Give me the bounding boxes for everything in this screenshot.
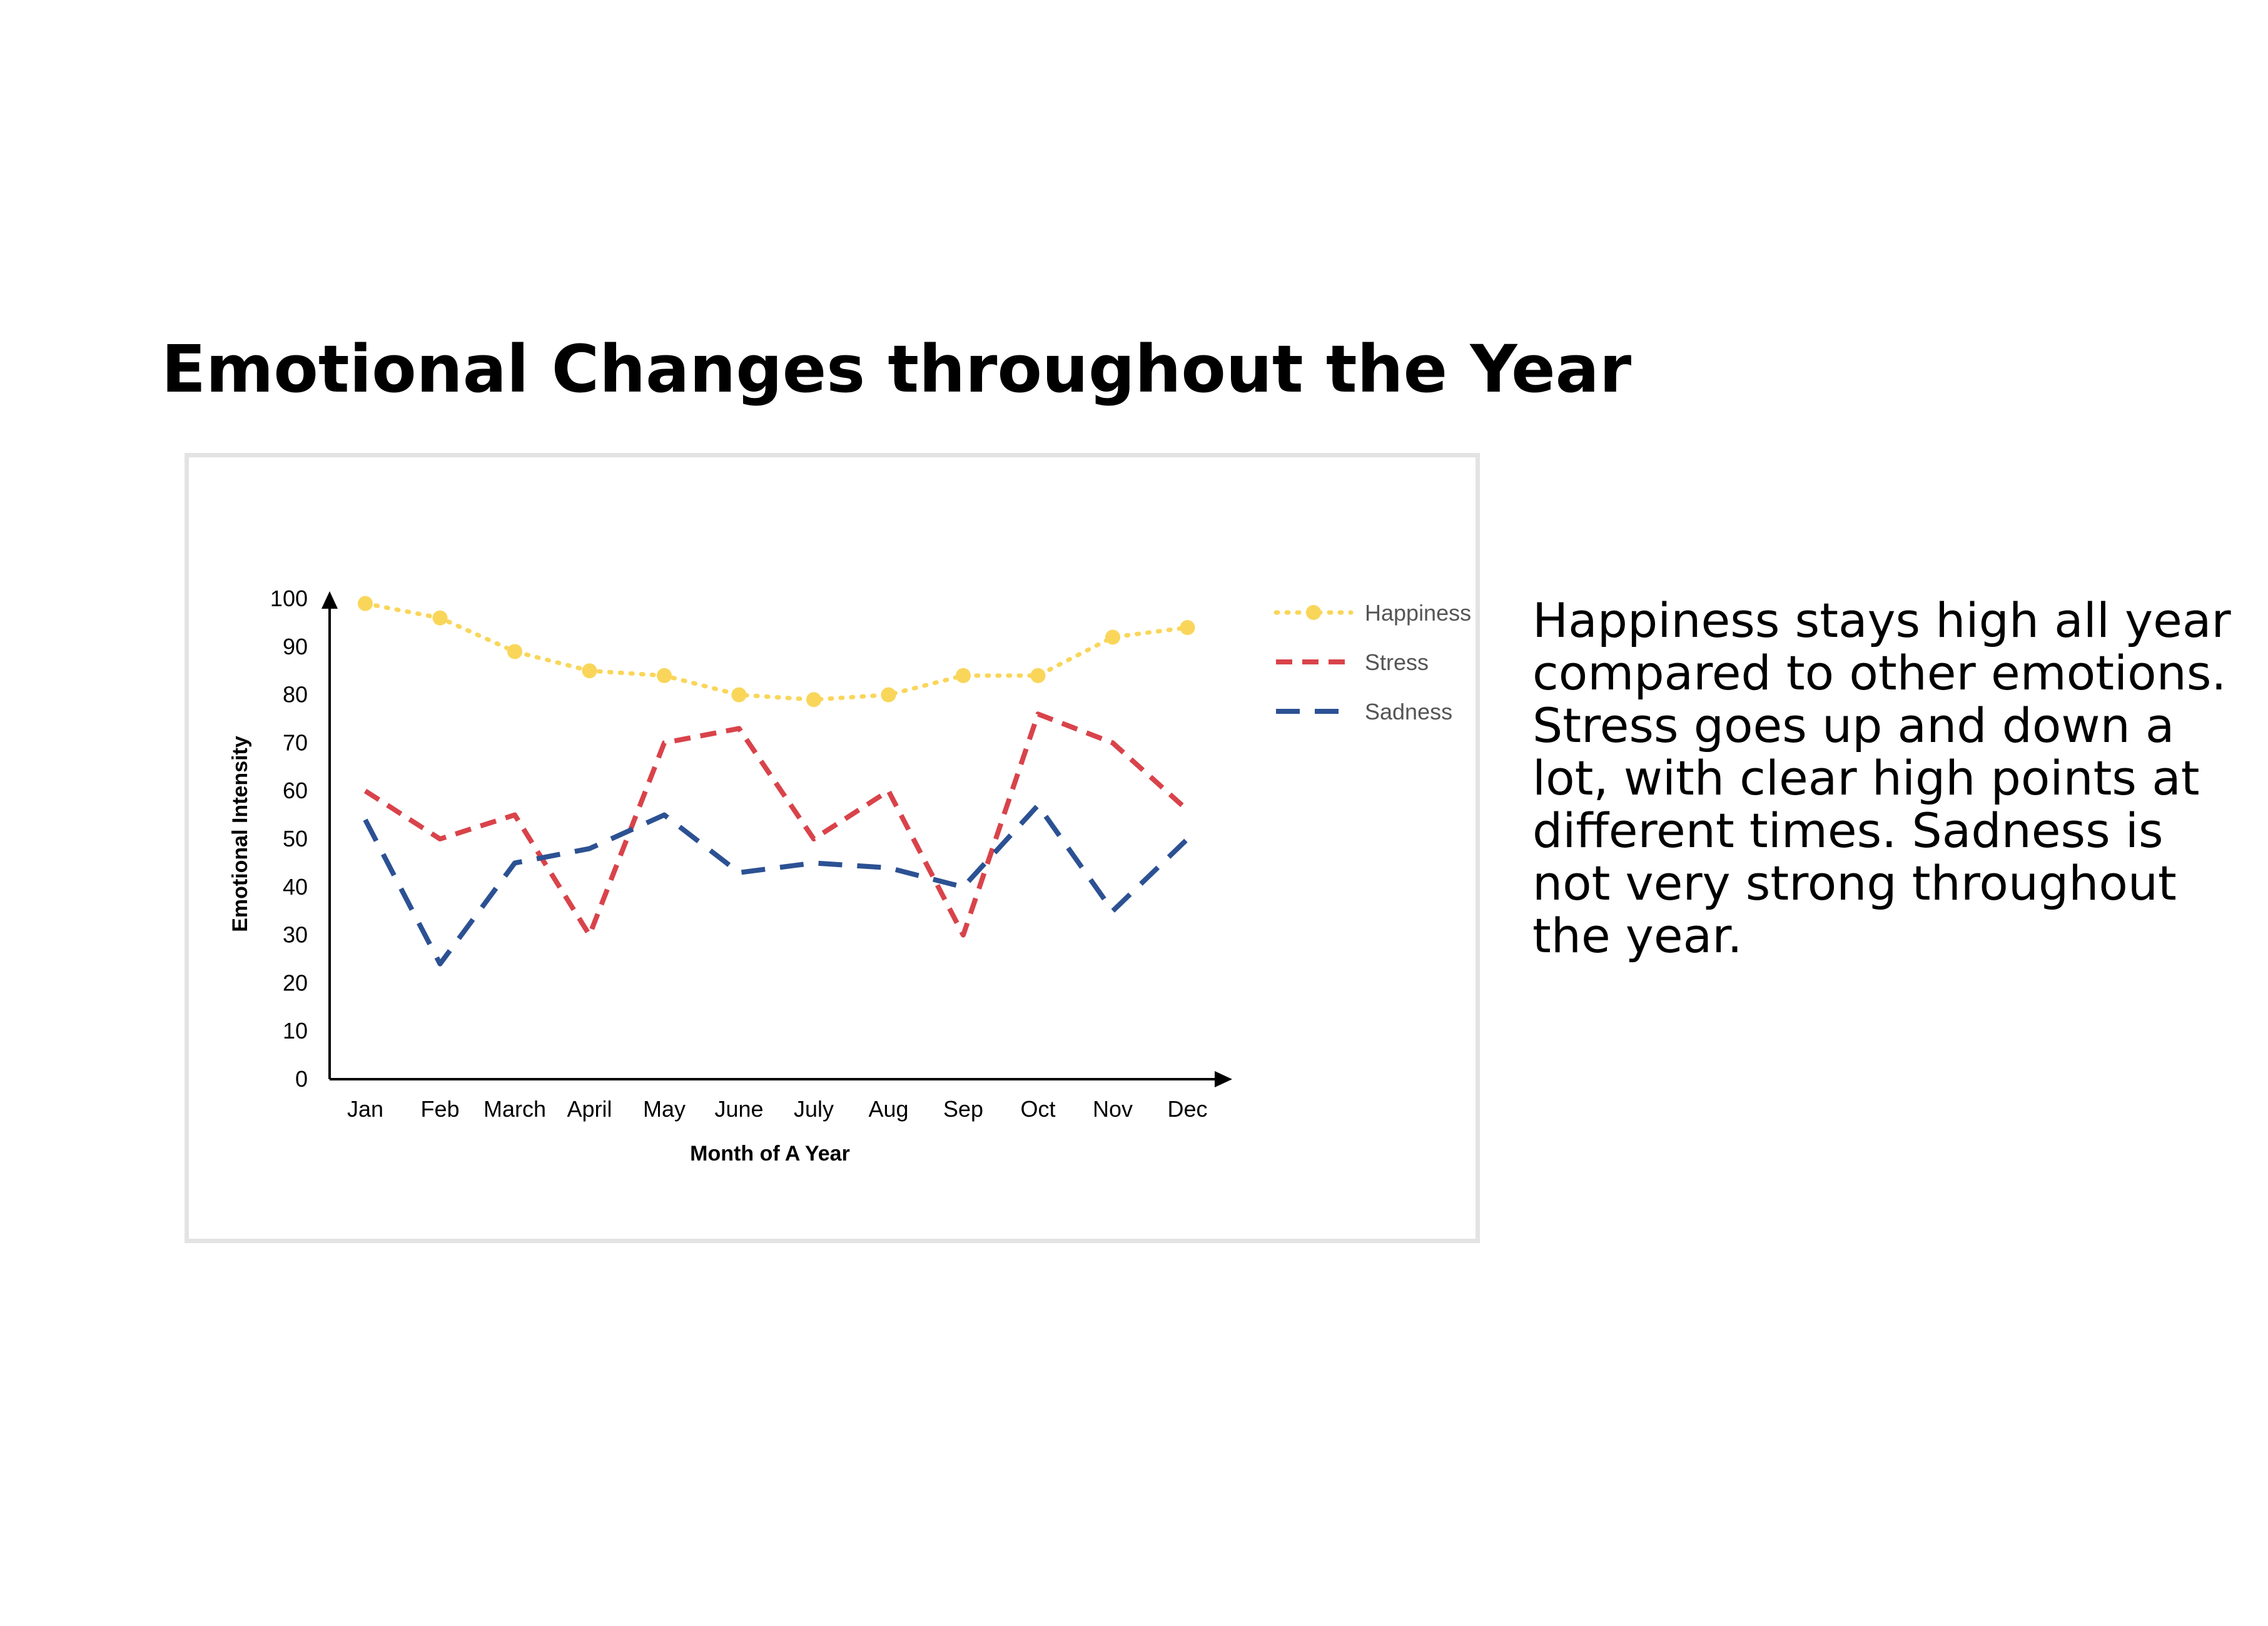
x-tick-label-march: March — [483, 1096, 546, 1122]
chart-axes — [321, 591, 1232, 1087]
chart-frame: 0 10 20 30 40 50 60 70 80 90 100 Jan Feb March April M… — [185, 453, 1480, 1243]
x-tick-label-nov: Nov — [1093, 1096, 1133, 1122]
series-line-happiness — [363, 601, 1190, 702]
y-tick-label-70: 70 — [283, 729, 308, 755]
y-tick-label-10: 10 — [283, 1018, 308, 1044]
series-stress — [363, 711, 1190, 938]
x-tick-label-oct: Oct — [1020, 1096, 1055, 1122]
x-tick-label-feb: Feb — [420, 1096, 459, 1122]
data-point-happiness-nov — [1105, 629, 1120, 645]
legend-item-happiness: Happiness — [1273, 600, 1471, 626]
y-tick-label-20: 20 — [283, 970, 308, 995]
page-title: Emotional Changes throughout the Year — [161, 331, 1632, 407]
data-point-happiness-oct — [1030, 668, 1046, 683]
legend-label-stress: Stress — [1365, 649, 1429, 675]
x-tick-labels: Jan Feb March April May June July Aug Sep Oct Nov D… — [347, 1096, 1208, 1122]
x-tick-label-dec: Dec — [1167, 1096, 1207, 1122]
series-sadness — [363, 803, 1190, 967]
y-tick-labels: 0 10 20 30 40 50 60 70 80 90 100 — [270, 586, 308, 1092]
y-tick-label-40: 40 — [283, 874, 308, 900]
y-tick-label-0: 0 — [295, 1066, 308, 1092]
y-tick-label-100: 100 — [270, 586, 308, 611]
chart-series — [358, 596, 1195, 967]
legend-label-happiness: Happiness — [1365, 600, 1471, 626]
y-tick-label-80: 80 — [283, 682, 308, 708]
x-tick-label-sep: Sep — [943, 1096, 983, 1122]
series-happiness — [358, 596, 1195, 708]
x-tick-label-april: April — [567, 1096, 612, 1122]
y-tick-label-50: 50 — [283, 826, 308, 851]
x-tick-label-july: July — [794, 1096, 834, 1122]
line-chart: 0 10 20 30 40 50 60 70 80 90 100 Jan Feb March April M… — [228, 586, 1471, 1166]
data-point-happiness-july — [806, 692, 821, 708]
x-tick-label-aug: Aug — [868, 1096, 908, 1122]
data-point-happiness-march — [507, 644, 522, 659]
data-point-happiness-feb — [432, 610, 448, 626]
x-tick-label-jan: Jan — [347, 1096, 383, 1122]
series-line-stress — [363, 711, 1190, 938]
legend-label-sadness: Sadness — [1365, 699, 1452, 724]
data-point-happiness-april — [582, 663, 597, 679]
legend-marker-happiness — [1306, 605, 1321, 620]
data-point-happiness-aug — [881, 687, 896, 703]
y-tick-label-60: 60 — [283, 778, 308, 803]
x-tick-label-june: June — [714, 1096, 763, 1122]
data-point-happiness-jan — [358, 596, 373, 611]
y-tick-label-90: 90 — [283, 634, 308, 659]
y-axis-title: Emotional Intensity — [228, 736, 252, 932]
y-tick-label-30: 30 — [283, 922, 308, 948]
data-point-happiness-may — [657, 668, 672, 683]
chart-description: Happiness stays high all year compared t… — [1532, 592, 2231, 963]
legend-item-sadness: Sadness — [1276, 699, 1452, 724]
x-tick-label-may: May — [643, 1096, 686, 1122]
series-line-sadness — [363, 803, 1190, 967]
chart-legend: Happiness Stress Sadness — [1273, 600, 1471, 724]
x-axis-title: Month of A Year — [690, 1142, 850, 1166]
data-point-happiness-june — [731, 687, 747, 703]
x-axis-arrow — [1215, 1071, 1232, 1087]
legend-item-stress: Stress — [1276, 649, 1429, 675]
data-point-happiness-dec — [1180, 620, 1195, 636]
y-axis-arrow — [321, 591, 338, 609]
data-point-happiness-sep — [956, 668, 971, 683]
